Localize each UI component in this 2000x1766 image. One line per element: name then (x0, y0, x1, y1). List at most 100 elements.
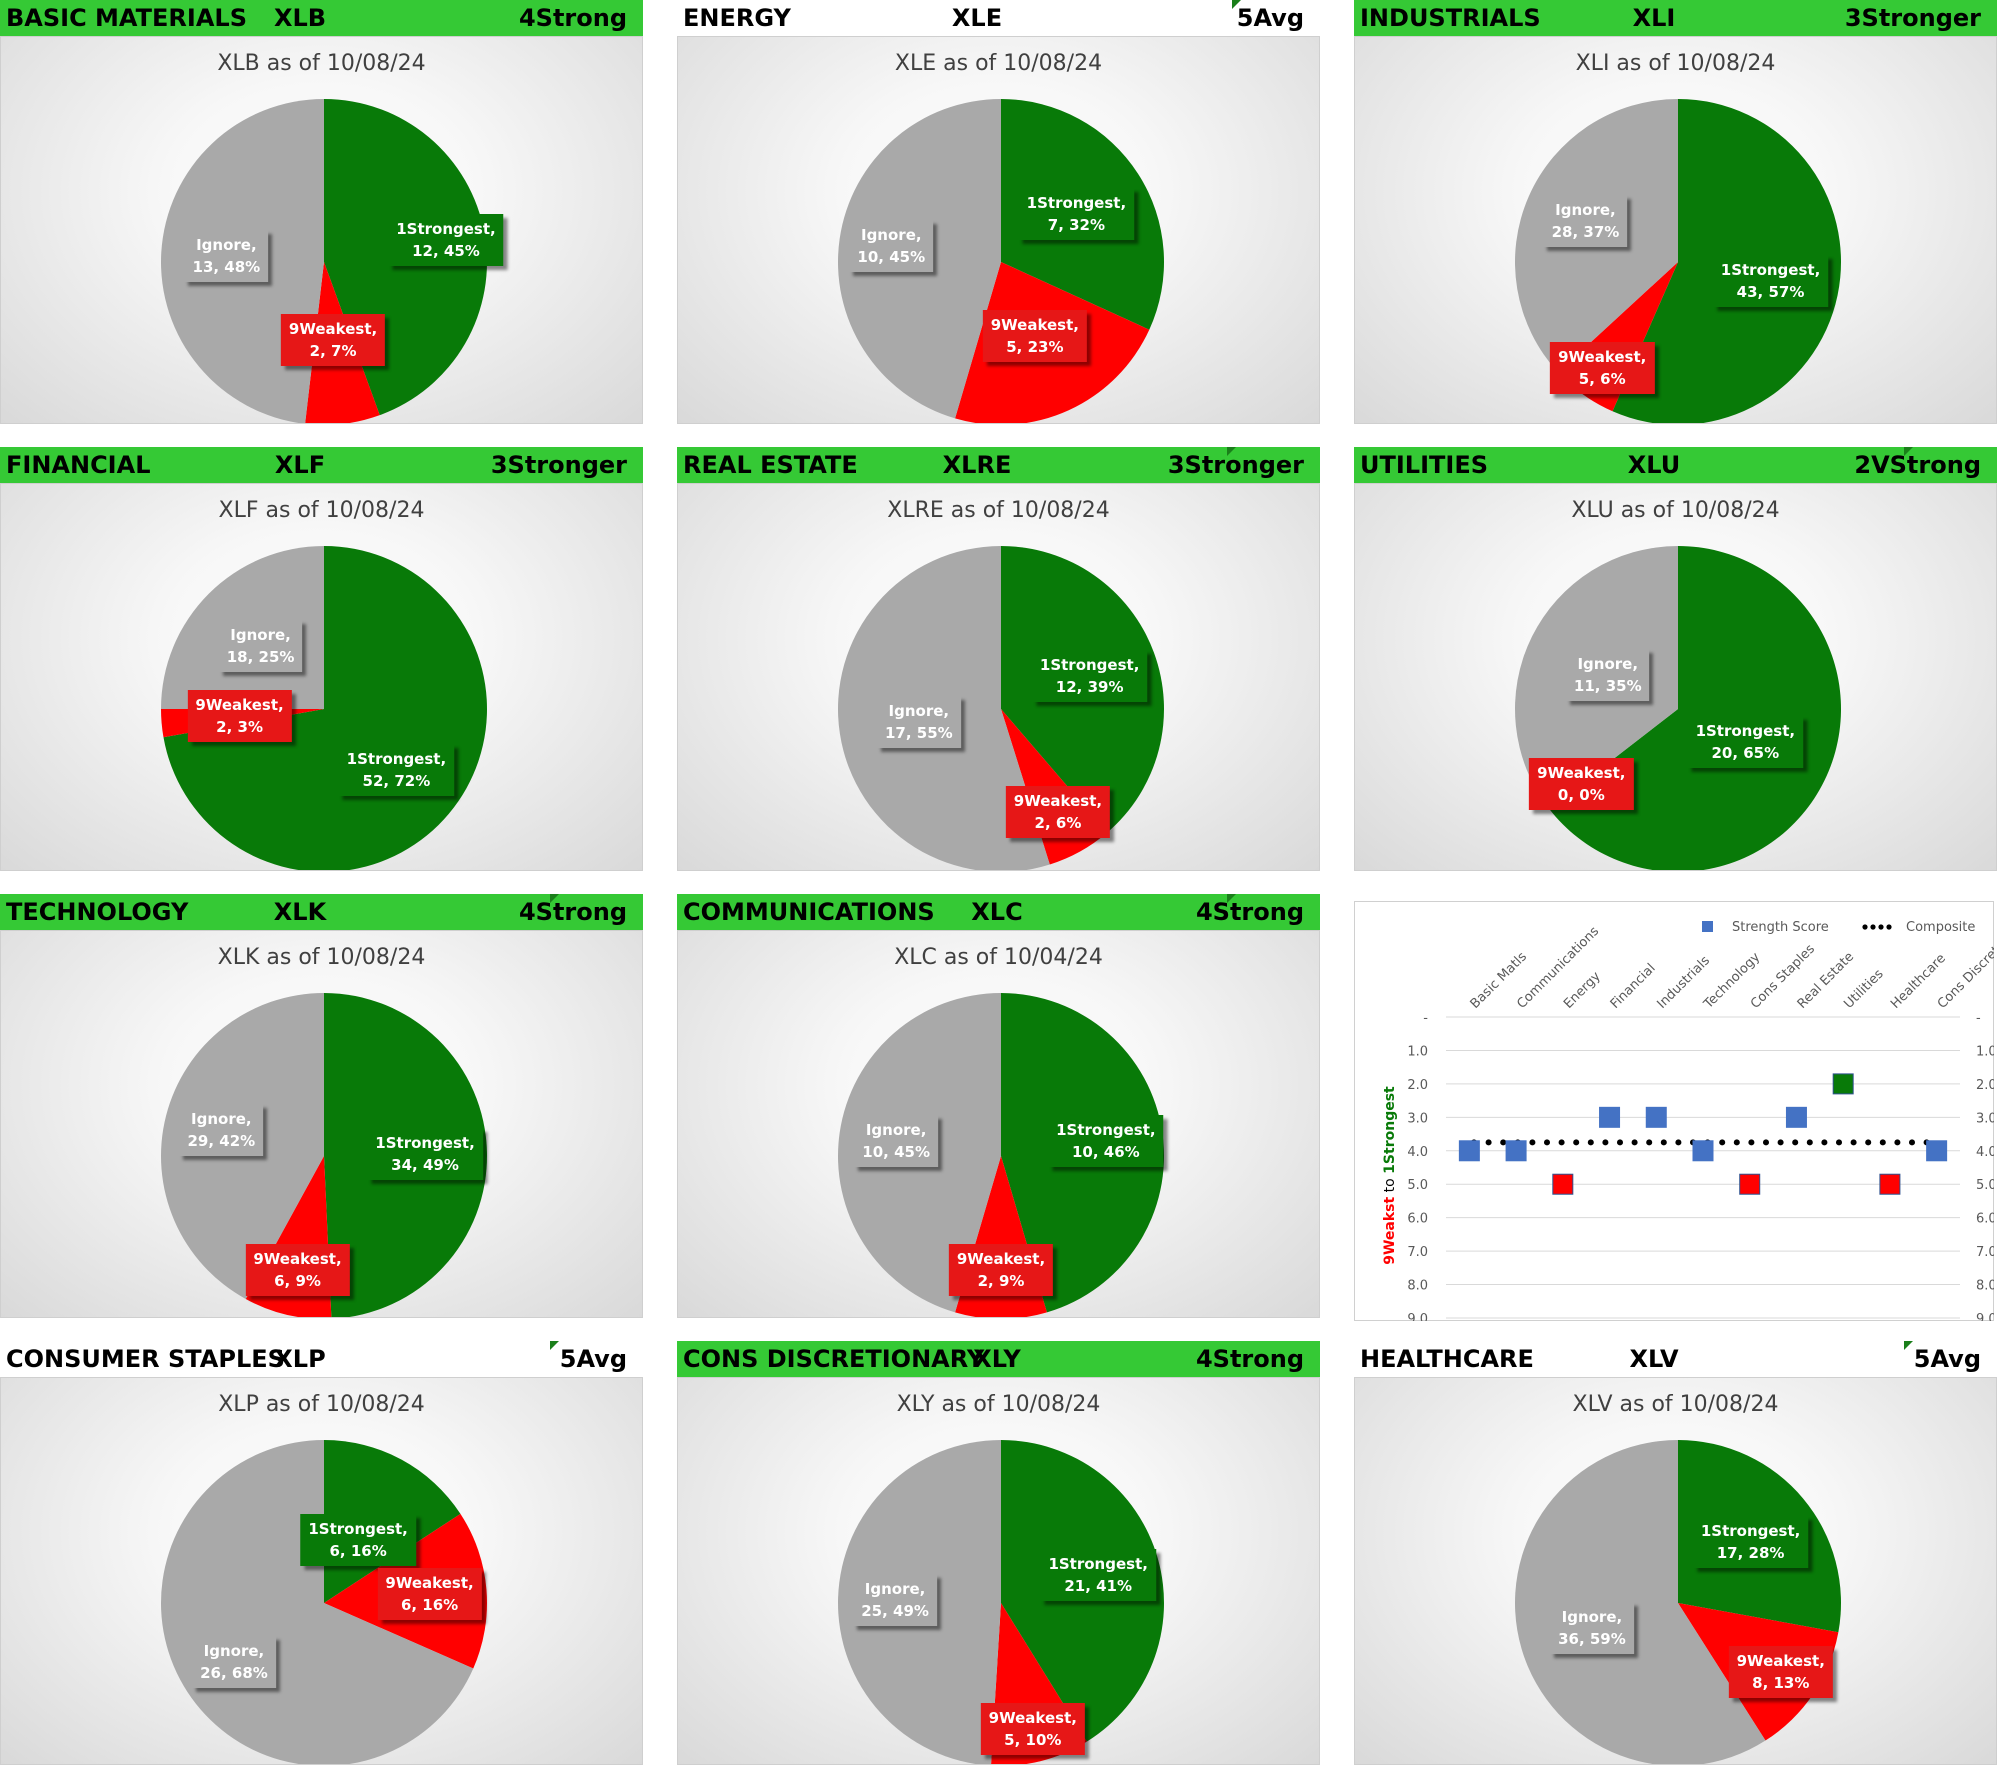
data-label-name: Ignore, (865, 1120, 927, 1139)
comment-marker-icon (1904, 447, 1913, 456)
data-label-ignore: Ignore, 25, 49% (853, 1573, 937, 1626)
data-label-separator: , (1092, 1142, 1104, 1161)
sector-header: BASIC MATERIALS XLB 4Strong (0, 0, 643, 36)
pie-chart-area: XLF as of 10/08/24 1Strongest, 52, 72% 9Wea… (0, 483, 643, 871)
legend-marker-strength (1702, 921, 1713, 932)
pie-svg (1515, 99, 1841, 423)
sector-name: COMMUNICATIONS (683, 898, 935, 926)
legend-marker-composite (1886, 924, 1892, 930)
data-label-count: 17 (1716, 1544, 1738, 1563)
composite-dot (1865, 1139, 1872, 1146)
data-label-ignore: Ignore, 28, 37% (1543, 195, 1628, 248)
data-label-count: 0 (1557, 785, 1569, 804)
data-label-value: 2, 7% (289, 340, 377, 362)
data-label-name: Ignore, (864, 1579, 926, 1598)
data-label-separator: , (1737, 1544, 1749, 1563)
chart-title: XLK as of 10/08/24 (217, 945, 426, 970)
data-label-name: 1Strongest, (1048, 1555, 1148, 1574)
data-label-name: 1Strongest, (396, 220, 496, 239)
legend-marker-composite (1862, 924, 1868, 930)
data-label-1strongest: 1Strongest, 6, 16% (300, 1513, 416, 1566)
data-label-count: 13 (192, 258, 214, 277)
comment-marker-icon (1227, 894, 1236, 903)
y-tick-label-right: 6.0 (1976, 1212, 1994, 1227)
y-tick-label-left: 6.0 (1407, 1212, 1428, 1227)
data-label-1strongest: 1Strongest, 20, 65% (1687, 716, 1804, 769)
data-label-separator: , (247, 647, 259, 666)
composite-dot (1806, 1139, 1813, 1146)
data-label-ignore: Ignore, 26, 68% (192, 1635, 276, 1688)
y-tick-label-right: 1.0 (1976, 1044, 1994, 1059)
pie-slice-ignore (1515, 1440, 1766, 1764)
data-label-9weakest: 9Weakest, 5, 10% (980, 1703, 1085, 1756)
data-label-separator: , (1058, 215, 1070, 234)
data-label-percent: 13% (1773, 1674, 1810, 1693)
y-axis-title-part: 1Strongest (1382, 1086, 1398, 1174)
data-label-separator: , (1762, 1674, 1774, 1693)
sector-name: TECHNOLOGY (6, 898, 189, 926)
data-label-separator: , (1016, 338, 1028, 357)
y-tick-label-left: 4.0 (1407, 1145, 1428, 1160)
data-label-value: 0, 0% (1537, 784, 1625, 806)
data-label-percent: 16% (422, 1596, 459, 1615)
data-label-9weakest: 9Weakest, 0, 0% (1529, 757, 1634, 810)
sector-rating: 4Strong (1195, 1345, 1304, 1373)
composite-dot (1763, 1139, 1769, 1146)
data-label-value: 36, 59% (1558, 1628, 1626, 1650)
data-label-separator: , (383, 771, 395, 790)
data-label-percent: 3% (237, 718, 263, 737)
sector-ticker: XLF (274, 451, 326, 479)
strength-score-point (1739, 1173, 1761, 1195)
chart-title: XLI as of 10/08/24 (1575, 51, 1776, 76)
y-tick-label-right: 9.0 (1976, 1312, 1994, 1321)
pie-chart-area: XLV as of 10/08/24 1Strongest, 17, 28% 9Wea… (1354, 1377, 1997, 1765)
composite-dot (1500, 1139, 1507, 1146)
y-tick-label-right: - (1976, 1011, 1981, 1026)
data-label-count: 5 (1578, 370, 1590, 389)
y-tick-label-right: 4.0 (1976, 1145, 1994, 1160)
data-label-count: 2 (977, 1272, 989, 1291)
data-label-value: 2, 9% (957, 1270, 1045, 1292)
data-label-count: 8 (1752, 1674, 1763, 1693)
data-label-name: Ignore, (1577, 654, 1639, 673)
data-label-percent: 72% (394, 771, 431, 790)
y-tick-label-right: 2.0 (1976, 1078, 1994, 1093)
sector-rating: 3Stronger (490, 451, 627, 479)
data-label-separator: , (208, 1131, 220, 1150)
sector-header: TECHNOLOGY XLK 4Strong (0, 894, 643, 930)
sector-panel-xly: CONS DISCRETIONARY XLY 4Strong XLY as of 10… (677, 1341, 1320, 1766)
data-label-percent: 25% (258, 647, 295, 666)
data-label-count: 2 (309, 341, 321, 360)
data-label-name: 1Strongest, (1026, 193, 1127, 212)
sector-name: ENERGY (683, 4, 791, 32)
data-label-name: 1Strongest, (1039, 656, 1140, 675)
data-label-ignore: Ignore, 36, 59% (1550, 1602, 1634, 1655)
data-label-percent: 23% (1027, 338, 1064, 357)
data-label-percent: 32% (1069, 215, 1106, 234)
data-label-1strongest: 1Strongest, 12, 39% (1031, 650, 1148, 703)
composite-dot (1894, 1139, 1901, 1146)
data-label-separator: , (412, 1155, 423, 1174)
data-label-value: 17, 55% (885, 722, 953, 744)
data-label-value: 18, 25% (227, 646, 295, 668)
data-label-count: 18 (226, 647, 248, 666)
data-label-percent: 9% (998, 1272, 1025, 1291)
data-label-name: 1Strongest, (1700, 1522, 1801, 1541)
data-label-9weakest: 9Weakest, 5, 23% (982, 310, 1087, 363)
legend-label-strength: Strength Score (1732, 920, 1829, 935)
data-label-separator: , (882, 1601, 894, 1620)
data-label-ignore: Ignore, 17, 55% (876, 695, 961, 748)
sector-name: UTILITIES (1360, 451, 1488, 479)
sector-panel-xlv: HEALTHCARE XLV 5Avg XLV as of 10/08/24 1Stro… (1354, 1341, 1997, 1766)
sector-panel-xle: ENERGY XLE 5Avg XLE as of 10/08/24 1Stronges… (677, 0, 1320, 425)
sector-ticker: XLC (971, 898, 1023, 926)
data-label-1strongest: 1Strongest, 17, 28% (1692, 1516, 1809, 1569)
composite-dot (1850, 1139, 1857, 1146)
data-label-count: 10 (862, 1142, 884, 1161)
pie-chart-area: XLI as of 10/08/24 1Strongest, 43, 57% 9Wea… (1354, 36, 1997, 424)
data-label-value: 6, 16% (308, 1540, 408, 1562)
chart-title: XLY as of 10/08/24 (896, 1392, 1101, 1417)
data-label-value: 28, 37% (1552, 221, 1620, 243)
data-label-percent: 16% (350, 1541, 387, 1560)
data-label-value: 13, 48% (193, 256, 261, 278)
